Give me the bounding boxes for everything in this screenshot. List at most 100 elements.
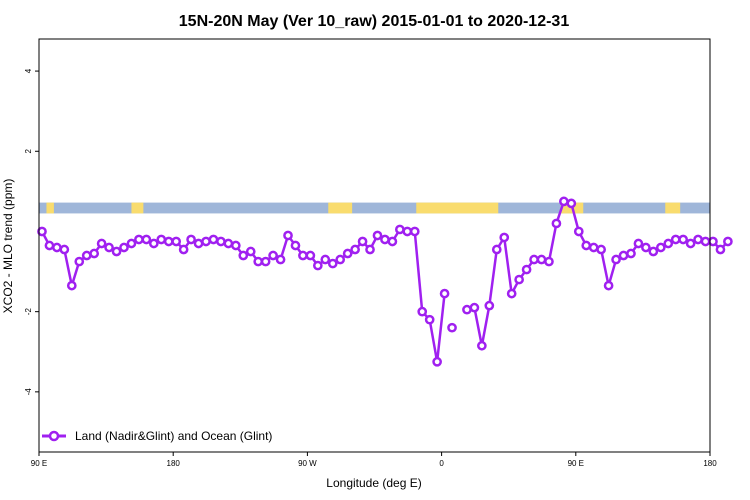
data-point [89,248,100,259]
data-point [163,236,174,247]
legend: Land (Nadir&Glint) and Ocean (Glint) [42,429,272,443]
y-tick-label-3: 4 [24,68,33,73]
y-axis-label: XCO2 - MLO trend (ppm) [1,179,15,314]
data-point [52,242,62,253]
x-axis-label: Longitude (deg E) [326,476,421,490]
data-point [327,258,338,269]
data-point [529,254,539,265]
y-tick-label-1: -2 [24,308,33,316]
data-point [148,238,159,249]
data-point [260,256,271,267]
x-axis: 90 E 180 90 W 0 90 E 180 [31,452,717,468]
data-point [342,248,353,259]
data-point [491,244,502,255]
data-point [700,236,711,247]
data-point [81,250,92,261]
data-point [566,198,577,209]
y-tick-label-0: -4 [24,388,33,396]
data-point [37,226,47,237]
data-point [439,288,450,299]
data-point [417,306,428,317]
data-point [59,244,70,255]
data-point [447,322,457,333]
data-point [603,280,614,291]
data-point [551,218,562,229]
data-point [156,234,167,245]
map-strip [39,202,710,214]
data-point [432,356,442,367]
plot-frame [38,38,711,453]
data-point [641,242,651,253]
data-point [335,254,346,265]
map-land-5 [665,202,681,214]
map-land-2 [328,202,353,214]
data-point [581,240,592,251]
data-point [536,254,547,265]
y-tick-label-2: 2 [24,148,33,153]
data-point [484,300,495,311]
data-point [44,240,55,251]
data-point [469,302,480,313]
data-point [559,196,569,207]
data-point [588,242,599,253]
data-point [394,224,405,235]
data-point [171,236,182,247]
data-point [626,248,636,259]
x-tick-label-1: 180 [167,459,181,468]
data-point [208,234,219,245]
data-point [178,244,189,255]
data-point [320,254,331,265]
map-land-1 [131,202,144,214]
map-land-3 [416,202,499,214]
data-point [230,240,241,251]
data-point [312,260,323,271]
data-point [245,246,256,257]
data-point [499,232,510,243]
data-point [74,256,85,267]
data-point [141,234,152,245]
chart-title: 15N-20N May (Ver 10_raw) 2015-01-01 to 2… [179,13,570,30]
data-point [111,246,122,257]
data-point [119,242,129,253]
map-land-0 [46,202,54,214]
data-point [357,236,368,247]
data-point [596,244,606,255]
data-point [275,254,286,265]
data-point [223,238,234,249]
data-point [424,314,435,325]
data-point [633,238,644,249]
series-layer [37,196,733,367]
data-point [253,256,264,267]
data-point [96,238,107,249]
legend-marker-swatch [48,430,60,442]
data-point [663,238,674,249]
data-point [477,340,487,351]
data-point [521,264,532,275]
data-point [134,234,144,245]
data-point [618,250,629,261]
data-point [514,274,524,285]
data-point [283,230,293,241]
data-point [238,250,249,261]
data-point [387,236,398,247]
data-point [290,240,301,251]
data-point [126,238,137,249]
x-tick-label-0: 90 E [31,459,47,468]
data-point [573,226,584,237]
map-ocean [39,202,710,214]
y-axis: -4 -2 2 4 [24,68,39,395]
data-point [648,246,659,257]
data-point [544,256,554,267]
series-line-0-0 [40,228,446,364]
data-point [678,234,689,245]
x-tick-label-4: 90 E [568,459,584,468]
data-point [708,236,718,247]
x-tick-label-3: 0 [439,459,444,468]
data-point [670,234,681,245]
data-point [193,238,204,249]
data-point [380,234,390,245]
data-point [365,244,375,255]
data-point [685,238,696,249]
data-point [693,234,703,245]
